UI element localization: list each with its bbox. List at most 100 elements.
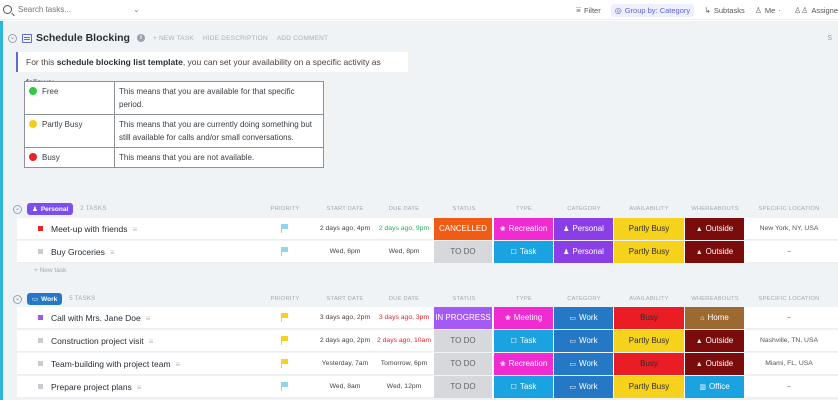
add-comment-link[interactable]: ADD COMMENT [276,34,329,42]
task-name[interactable]: Team-building with project team ≡ [51,353,180,375]
type-pill[interactable]: ❀ Recreation [494,218,554,240]
task-name[interactable]: Buy Groceries ≡ [51,241,115,263]
whereabouts-pill[interactable]: ⌂ Home [685,307,745,329]
location-cell[interactable]: Miami, FL, USA [765,360,813,367]
task-row[interactable]: Call with Mrs. Jane Doe ≡ 3 days ago, 2pm 3… [17,307,838,329]
start-date-cell[interactable]: Wed, 8am [329,383,361,390]
availability-pill[interactable]: Partly Busy [614,218,685,240]
start-date-cell[interactable]: Wed, 6pm [329,248,361,255]
status-square-icon[interactable] [38,338,43,343]
location-cell[interactable]: – [787,383,791,390]
priority-flag-icon[interactable] [281,336,289,345]
task-name[interactable]: Prepare project plans ≡ [51,376,141,398]
collapse-icon[interactable]: ⌄ [13,204,22,214]
category-pill[interactable]: ♟ Personal [554,241,614,263]
new-task-link[interactable]: + NEW TASK [152,34,194,42]
whereabouts-pill[interactable]: ▥ Office [685,376,745,398]
group-badge-work[interactable]: ▭ Work [27,293,63,305]
column-header-location[interactable]: SPECIFIC LOCATION [758,296,820,302]
status-square-icon[interactable] [38,226,43,231]
location-cell[interactable]: New York, NY, USA [759,225,819,232]
column-header-priority[interactable]: PRIORITY [270,296,300,302]
category-pill[interactable]: ♟ Personal [554,218,614,240]
column-header-status[interactable]: STATUS [452,206,476,212]
type-pill[interactable]: ☐ Task [494,330,554,352]
column-header-whereabouts[interactable]: WHEREABOUTS [691,206,739,212]
availability-pill[interactable]: Partly Busy [614,330,685,352]
start-date-cell[interactable]: 2 days ago, 4pm [319,225,371,232]
subtasks-button[interactable]: ↳ Subtasks [704,6,745,15]
status-square-icon[interactable] [38,315,43,320]
column-header-availability[interactable]: AVAILABILITY [629,296,669,302]
info-icon[interactable]: i [136,34,145,42]
location-cell[interactable]: – [787,248,791,255]
location-cell[interactable]: – [787,314,791,321]
task-name[interactable]: Construction project visit ≡ [51,330,153,352]
task-row[interactable]: Prepare project plans ≡ Wed, 8am Wed, 12pm T… [17,376,838,398]
column-header-status[interactable]: STATUS [452,296,476,302]
due-date-cell[interactable]: Wed, 12pm [386,383,422,390]
due-date-cell[interactable]: 2 days ago, 9pm [378,225,430,232]
search-box[interactable] [3,5,133,14]
task-name[interactable]: Call with Mrs. Jane Doe ≡ [51,307,150,329]
availability-pill[interactable]: Partly Busy [614,241,685,263]
new-task-button[interactable]: + New task [34,267,67,274]
column-header-due-date[interactable]: DUE DATE [388,296,420,302]
task-row[interactable]: Meet-up with friends ≡ 2 days ago, 4pm 2 da… [17,218,838,240]
due-date-cell[interactable]: 3 days ago, 3pm [378,314,430,321]
status-pill[interactable]: IN PROGRESS [434,307,493,329]
assignees-button[interactable]: ♙♙ Assigne [794,6,838,15]
column-header-priority[interactable]: PRIORITY [270,206,300,212]
start-date-cell[interactable]: 3 days ago, 2pm [319,314,371,321]
task-row[interactable]: Team-building with project team ≡ Yesterda… [17,353,838,375]
priority-flag-icon[interactable] [281,313,289,322]
type-pill[interactable]: ☐ Task [494,241,554,263]
column-header-category[interactable]: CATEGORY [567,206,601,212]
due-date-cell[interactable]: 2 days ago, 10am [376,337,432,344]
priority-flag-icon[interactable] [281,224,289,233]
category-pill[interactable]: ▭ Work [554,353,614,375]
status-square-icon[interactable] [38,384,43,389]
type-pill[interactable]: ❀ Recreation [494,353,554,375]
me-button[interactable]: ♙ Me · [755,6,784,15]
status-pill[interactable]: TO DO [434,376,493,398]
status-pill[interactable]: CANCELLED [434,218,493,240]
status-pill[interactable]: TO DO [434,353,493,375]
due-date-cell[interactable]: Wed, 8pm [388,248,420,255]
status-pill[interactable]: TO DO [434,241,493,263]
status-pill[interactable]: TO DO [434,330,493,352]
collapse-icon[interactable]: ⌄ [8,33,17,43]
column-header-availability[interactable]: AVAILABILITY [629,206,669,212]
filter-button[interactable]: ⩸ Filter [576,5,601,15]
category-pill[interactable]: ▭ Work [554,376,614,398]
column-header-start-date[interactable]: START DATE [326,206,364,212]
column-header-type[interactable]: TYPE [516,206,532,212]
column-header-due-date[interactable]: DUE DATE [388,206,420,212]
type-pill[interactable]: ❀ Meeting [494,307,554,329]
status-square-icon[interactable] [38,249,43,254]
whereabouts-pill[interactable]: ▲ Outside [685,241,745,263]
task-row[interactable]: Buy Groceries ≡ Wed, 6pm Wed, 8pm TO DO ☐ Task… [17,241,838,263]
priority-flag-icon[interactable] [281,247,289,256]
due-date-cell[interactable]: Tomorrow, 6pm [380,360,428,367]
whereabouts-pill[interactable]: ▲ Outside [685,330,745,352]
location-cell[interactable]: Nashville, TN, USA [759,337,819,344]
task-row[interactable]: Construction project visit ≡ 2 days ago, 2… [17,330,838,352]
priority-flag-icon[interactable] [281,382,289,391]
priority-flag-icon[interactable] [281,359,289,368]
whereabouts-pill[interactable]: ▲ Outside [685,353,745,375]
group-badge-personal[interactable]: ♟ Personal [27,203,74,215]
task-name[interactable]: Meet-up with friends ≡ [51,218,137,240]
status-square-icon[interactable] [38,361,43,366]
availability-pill[interactable]: Busy [614,353,685,375]
chevron-down-icon[interactable]: ⌄ [133,5,140,14]
search-input[interactable] [18,5,118,14]
availability-pill[interactable]: Busy [614,307,685,329]
column-header-category[interactable]: CATEGORY [567,296,601,302]
column-header-type[interactable]: TYPE [516,296,532,302]
availability-pill[interactable]: Partly Busy [614,376,685,398]
hide-description-link[interactable]: HIDE DESCRIPTION [202,34,268,42]
group-by-button[interactable]: ◎ Group by: Category [610,3,695,17]
collapse-icon[interactable]: ⌄ [13,294,22,304]
category-pill[interactable]: ▭ Work [554,307,614,329]
